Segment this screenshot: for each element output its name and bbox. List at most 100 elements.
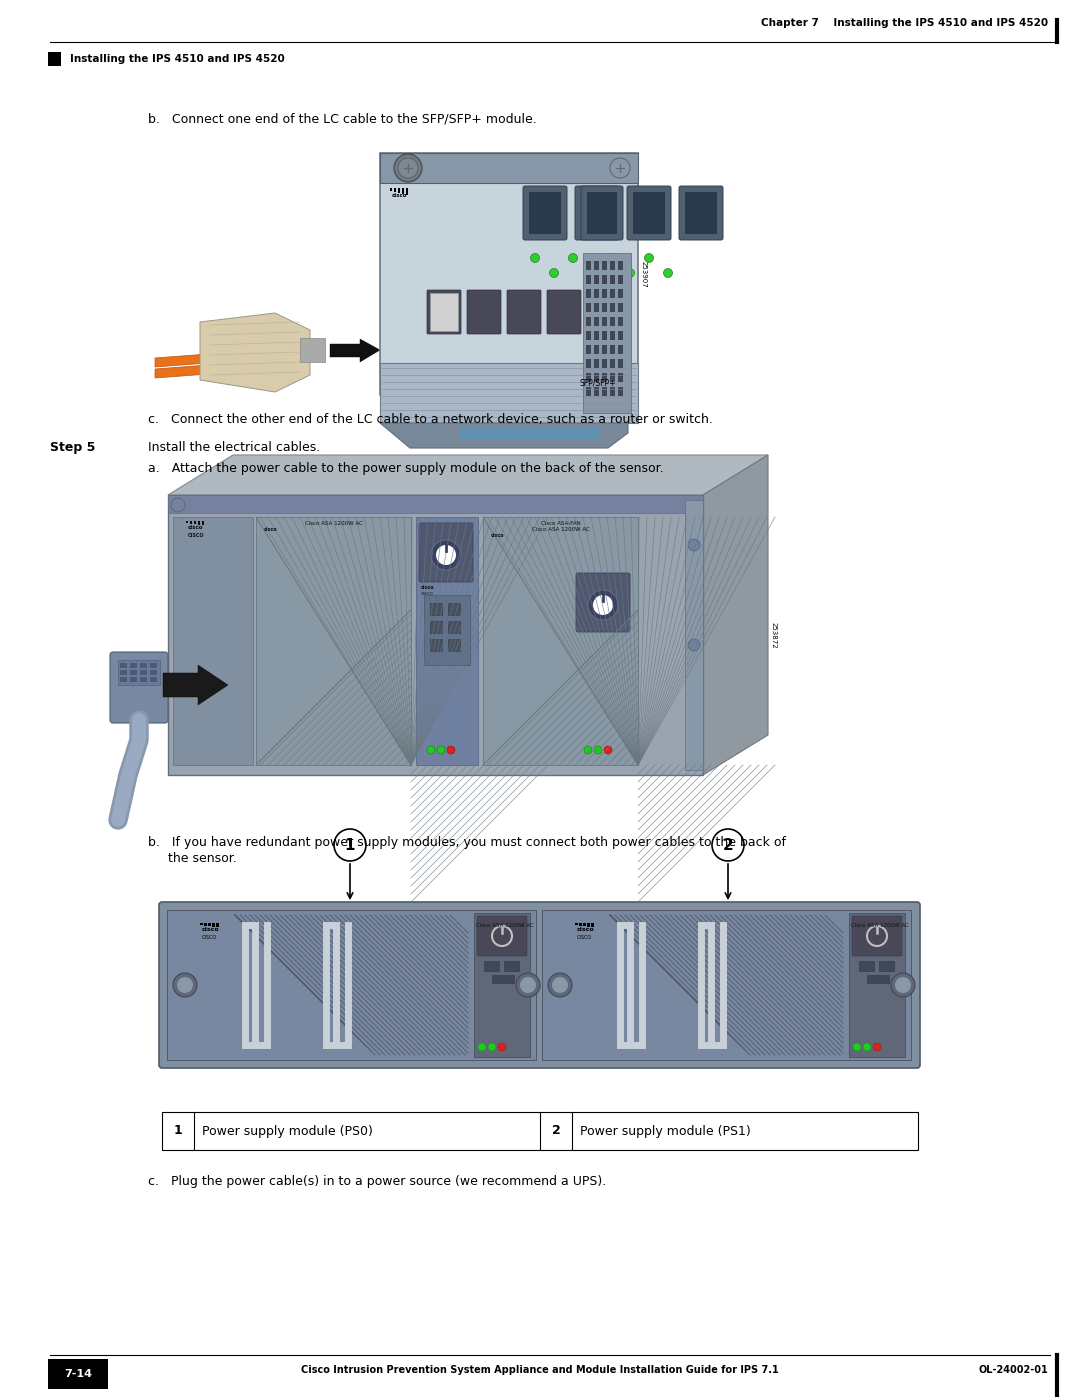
Bar [542,909,912,1060]
Text: cisco: cisco [577,928,595,932]
Bar [594,345,599,353]
Circle shape [873,1044,881,1051]
Text: cisco: cisco [188,525,203,529]
Bar [583,253,631,414]
Bar [610,275,615,284]
Polygon shape [156,349,275,367]
Text: 2: 2 [552,1125,561,1137]
Circle shape [548,972,572,997]
Circle shape [688,638,700,651]
Bar [610,345,615,353]
Text: Power supply module (PS0): Power supply module (PS0) [202,1125,373,1137]
FancyBboxPatch shape [427,291,461,334]
Circle shape [498,1044,507,1051]
Bar [150,678,157,682]
Text: cisco: cisco [421,585,434,590]
Bar [618,373,623,381]
Text: OL-24002-01: OL-24002-01 [978,1365,1048,1375]
Bar [430,293,458,331]
Bar [430,604,442,615]
Bar [173,517,253,766]
Text: CISCO: CISCO [202,935,217,940]
Circle shape [552,977,568,993]
FancyBboxPatch shape [679,186,723,240]
FancyBboxPatch shape [852,916,902,956]
Text: cisco: cisco [264,527,278,532]
Bar [529,191,561,235]
Bar [474,914,530,1058]
Text: Cisco Intrusion Prevention System Appliance and Module Installation Guide for IP: Cisco Intrusion Prevention System Applia… [301,1365,779,1375]
Bar [167,909,536,1060]
Bar [48,52,60,66]
Bar [162,1112,918,1150]
Bar [849,914,905,1058]
Bar [586,373,591,381]
FancyBboxPatch shape [419,522,473,583]
Bar [204,923,207,925]
Bar [602,303,607,312]
Bar [394,189,396,191]
Bar [380,154,638,395]
Circle shape [171,497,185,511]
Bar [586,275,591,284]
Bar [483,517,638,766]
Bar [212,923,215,926]
Bar [120,678,127,682]
Bar [430,638,442,651]
Text: 1: 1 [345,837,355,852]
Bar [685,500,703,770]
FancyBboxPatch shape [110,652,168,724]
Bar [610,373,615,381]
Bar [168,495,703,513]
Circle shape [853,1044,861,1051]
Bar [430,622,442,633]
Circle shape [516,972,540,997]
Bar [685,191,717,235]
Bar [602,331,607,339]
Bar [186,521,188,522]
Bar [168,495,703,775]
Bar [399,189,400,193]
Text: b.   Connect one end of the LC cable to the SFP/SFP+ module.: b. Connect one end of the LC cable to th… [148,113,537,126]
Bar [588,923,590,926]
Text: Install the electrical cables.: Install the electrical cables. [148,441,321,454]
Bar [583,923,586,926]
Bar [140,664,147,668]
Bar [586,387,591,395]
Bar [586,289,591,298]
Bar [618,275,623,284]
Bar [118,659,160,685]
Bar [424,595,470,665]
Circle shape [604,746,612,754]
Bar [150,671,157,675]
Bar [140,671,147,675]
Bar [618,359,623,367]
Bar [380,154,638,183]
Text: 1: 1 [174,1125,183,1137]
FancyBboxPatch shape [546,291,581,334]
Bar [859,961,874,971]
Circle shape [663,268,673,278]
FancyBboxPatch shape [576,573,630,631]
Bar [618,387,623,395]
Bar [588,191,617,235]
Circle shape [519,977,536,993]
Bar [216,923,219,928]
Circle shape [588,590,618,620]
Bar [610,261,615,270]
Bar [610,359,615,367]
Text: Installing the IPS 4510 and IPS 4520: Installing the IPS 4510 and IPS 4520 [70,54,285,64]
Bar [448,638,460,651]
Text: cisco: cisco [491,534,504,538]
Text: SFP/SFP+: SFP/SFP+ [580,379,617,387]
FancyBboxPatch shape [477,916,527,956]
Bar [380,363,638,423]
Polygon shape [168,455,768,495]
Polygon shape [200,313,310,393]
Bar [594,387,599,395]
Bar [879,961,894,971]
FancyBboxPatch shape [467,291,501,334]
Bar [618,261,623,270]
Bar [610,387,615,395]
Bar [150,664,157,668]
